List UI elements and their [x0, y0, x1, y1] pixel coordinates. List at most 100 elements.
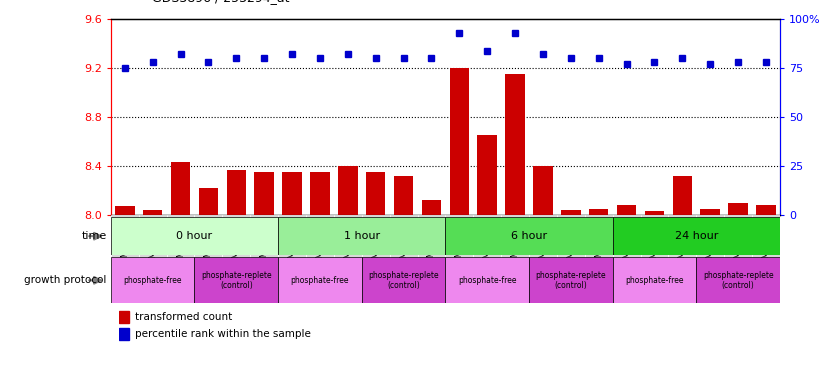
Bar: [195, 257, 278, 303]
Bar: [250, 215, 278, 265]
Bar: [111, 217, 278, 255]
Text: phosphate-free: phosphate-free: [626, 276, 684, 285]
Bar: [390, 215, 418, 265]
Bar: [756, 205, 776, 215]
Bar: [167, 215, 195, 265]
Text: GSM618331: GSM618331: [622, 217, 631, 268]
Bar: [362, 215, 390, 265]
Text: 6 hour: 6 hour: [511, 231, 547, 241]
Bar: [306, 215, 334, 265]
Bar: [752, 215, 780, 265]
Bar: [445, 217, 612, 255]
Text: GSM618339: GSM618339: [650, 217, 659, 268]
Bar: [557, 215, 585, 265]
Text: GSM618343: GSM618343: [343, 217, 352, 268]
Text: 0 hour: 0 hour: [177, 231, 213, 241]
Text: phosphate-replete
(control): phosphate-replete (control): [703, 271, 773, 290]
Text: GSM618334: GSM618334: [399, 217, 408, 268]
Bar: [111, 257, 195, 303]
Bar: [561, 210, 580, 215]
Text: phosphate-free: phosphate-free: [291, 276, 349, 285]
Bar: [139, 215, 167, 265]
Bar: [418, 215, 445, 265]
Bar: [478, 136, 497, 215]
Text: GSM618337: GSM618337: [483, 217, 492, 269]
Bar: [255, 172, 274, 215]
Text: GSM618342: GSM618342: [427, 217, 436, 268]
Text: GSM618341: GSM618341: [176, 217, 185, 268]
Bar: [585, 215, 612, 265]
Text: GSM618346: GSM618346: [762, 217, 771, 268]
Text: GSM618335: GSM618335: [315, 217, 324, 268]
Text: GSM618325: GSM618325: [120, 217, 129, 268]
Text: GSM618333: GSM618333: [148, 217, 157, 269]
Text: phosphate-replete
(control): phosphate-replete (control): [535, 271, 606, 290]
Bar: [278, 215, 306, 265]
Text: 24 hour: 24 hour: [675, 231, 718, 241]
Bar: [644, 211, 664, 215]
Text: 1 hour: 1 hour: [344, 231, 380, 241]
Bar: [222, 215, 250, 265]
Bar: [612, 217, 780, 255]
Text: GSM618347: GSM618347: [678, 217, 687, 268]
Bar: [445, 257, 529, 303]
Bar: [119, 311, 130, 323]
Bar: [700, 209, 720, 215]
Bar: [366, 172, 385, 215]
Text: GSM618344: GSM618344: [594, 217, 603, 268]
Text: phosphate-replete
(control): phosphate-replete (control): [369, 271, 439, 290]
Text: percentile rank within the sample: percentile rank within the sample: [135, 329, 311, 339]
Bar: [282, 172, 302, 215]
Text: GSM618338: GSM618338: [734, 217, 743, 269]
Bar: [617, 205, 636, 215]
Bar: [724, 215, 752, 265]
Bar: [115, 207, 135, 215]
Text: GSM618329: GSM618329: [455, 217, 464, 268]
Bar: [227, 170, 246, 215]
Bar: [589, 209, 608, 215]
Bar: [119, 328, 130, 340]
Bar: [696, 257, 780, 303]
Bar: [672, 176, 692, 215]
Text: GSM618332: GSM618332: [232, 217, 241, 268]
Bar: [450, 68, 469, 215]
Bar: [195, 215, 222, 265]
Bar: [310, 172, 330, 215]
Text: GSM618345: GSM618345: [511, 217, 520, 268]
Text: GSM618327: GSM618327: [287, 217, 296, 268]
Text: phosphate-free: phosphate-free: [458, 276, 516, 285]
Text: GSM618324: GSM618324: [204, 217, 213, 268]
Bar: [143, 210, 163, 215]
Text: GSM618340: GSM618340: [259, 217, 268, 268]
Bar: [506, 74, 525, 215]
Bar: [533, 166, 553, 215]
Bar: [334, 215, 362, 265]
Bar: [529, 215, 557, 265]
Bar: [640, 215, 668, 265]
Bar: [278, 217, 445, 255]
Bar: [501, 215, 529, 265]
Bar: [111, 215, 139, 265]
Bar: [422, 200, 441, 215]
Text: GSM618330: GSM618330: [706, 217, 715, 268]
Bar: [199, 188, 218, 215]
Bar: [445, 215, 473, 265]
Bar: [171, 162, 190, 215]
Bar: [362, 257, 445, 303]
Text: phosphate-replete
(control): phosphate-replete (control): [201, 271, 272, 290]
Bar: [696, 215, 724, 265]
Text: GSM618326: GSM618326: [371, 217, 380, 268]
Text: GSM618336: GSM618336: [566, 217, 576, 269]
Bar: [394, 176, 413, 215]
Bar: [473, 215, 501, 265]
Bar: [529, 257, 612, 303]
Bar: [612, 215, 640, 265]
Text: GDS3896 / 253294_at: GDS3896 / 253294_at: [152, 0, 289, 4]
Text: transformed count: transformed count: [135, 312, 232, 322]
Bar: [612, 257, 696, 303]
Text: GSM618328: GSM618328: [539, 217, 548, 268]
Text: growth protocol: growth protocol: [25, 275, 107, 285]
Bar: [668, 215, 696, 265]
Text: time: time: [81, 231, 107, 241]
Bar: [338, 166, 358, 215]
